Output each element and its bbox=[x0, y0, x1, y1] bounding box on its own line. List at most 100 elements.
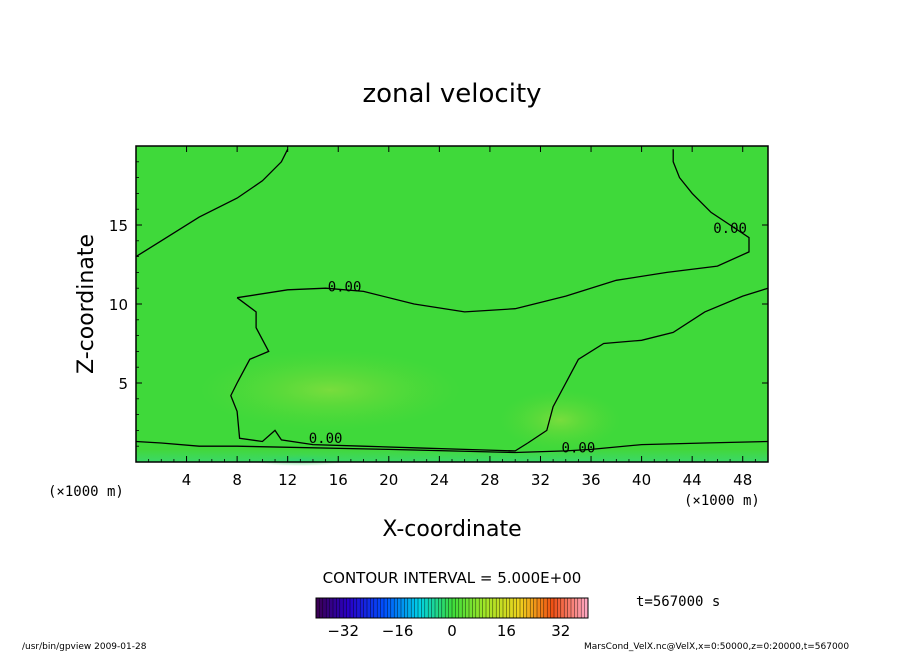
colorbar-cell bbox=[523, 598, 528, 618]
x-units-left: (×1000 m) bbox=[48, 484, 124, 500]
colorbar-cell bbox=[360, 598, 364, 618]
colorbar-cell bbox=[329, 598, 334, 618]
colorbar-cell bbox=[584, 598, 589, 618]
colorbar-cell bbox=[537, 598, 541, 618]
time-label: t=567000 s bbox=[636, 594, 720, 610]
colorbar-cell bbox=[445, 598, 449, 618]
colorbar-cell bbox=[387, 598, 392, 618]
colorbar-tick-label: −32 bbox=[327, 622, 359, 640]
colorbar-cell bbox=[509, 598, 514, 618]
colorbar-cell bbox=[486, 598, 490, 618]
colorbar-cell bbox=[431, 598, 436, 618]
colorbar-cell bbox=[356, 598, 361, 618]
colorbar-cell bbox=[346, 598, 351, 618]
colorbar-cell bbox=[326, 598, 330, 618]
footer-left: /usr/bin/gpview 2009-01-28 bbox=[22, 642, 147, 652]
colorbar-cell bbox=[533, 598, 538, 618]
x-tick-label: 44 bbox=[683, 471, 702, 489]
contour-label: 0.00 bbox=[328, 279, 362, 295]
x-tick-label: 28 bbox=[480, 471, 499, 489]
colorbar-cell bbox=[455, 598, 460, 618]
colorbar-cell bbox=[577, 598, 582, 618]
x-axis-label: X-coordinate bbox=[382, 517, 521, 542]
x-tick-label: 24 bbox=[430, 471, 449, 489]
y-tick-label: 15 bbox=[109, 217, 128, 235]
colorbar-cell bbox=[554, 598, 558, 618]
colorbar-frame bbox=[315, 597, 589, 619]
colorbar-cell bbox=[506, 598, 511, 618]
colorbar-cell bbox=[411, 598, 415, 618]
colorbar-cell bbox=[469, 598, 473, 618]
colorbar-cell bbox=[571, 598, 575, 618]
contour-label: 0.00 bbox=[713, 221, 747, 237]
chart-title: zonal velocity bbox=[362, 79, 541, 109]
x-tick-label: 16 bbox=[329, 471, 348, 489]
y-axis-label: Z-coordinate bbox=[74, 234, 99, 374]
colorbar-cell bbox=[322, 598, 327, 618]
y-tick-label: 10 bbox=[109, 296, 128, 314]
contour-line-bottom bbox=[135, 440, 769, 454]
x-tick-label: 40 bbox=[632, 471, 651, 489]
colorbar-cell bbox=[492, 598, 497, 618]
colorbar-cell bbox=[421, 598, 426, 618]
x-tick-label: 4 bbox=[182, 471, 192, 489]
colorbar bbox=[315, 597, 589, 619]
contour-label: 0.00 bbox=[309, 431, 343, 447]
x-tick-label: 20 bbox=[379, 471, 398, 489]
colorbar-cell bbox=[560, 598, 565, 618]
colorbar-cell bbox=[380, 598, 385, 618]
colorbar-cell bbox=[516, 598, 521, 618]
colorbar-cell bbox=[390, 598, 395, 618]
colorbar-cell bbox=[564, 598, 568, 618]
x-axis-ticks: 4 8 12 16 20 24 28 32 36 40 44 48 bbox=[148, 146, 756, 489]
colorbar-cell bbox=[397, 598, 402, 618]
colorbar-cell bbox=[343, 598, 347, 618]
colorbar-cell bbox=[479, 598, 483, 618]
colorbar-tick-label: 16 bbox=[497, 622, 516, 640]
colorbar-cell bbox=[435, 598, 439, 618]
colorbar-cell bbox=[424, 598, 429, 618]
footer-right: MarsCond_VelX.nc@VelX,x=0:50000,z=0:2000… bbox=[584, 642, 850, 652]
colorbar-tick-label: −16 bbox=[382, 622, 414, 640]
colorbar-cell bbox=[526, 598, 531, 618]
colorbar-cell bbox=[438, 598, 443, 618]
colorbar-cell bbox=[414, 598, 419, 618]
colorbar-cell bbox=[482, 598, 487, 618]
x-tick-label: 32 bbox=[531, 471, 550, 489]
colorbar-cell bbox=[448, 598, 453, 618]
colorbar-cell bbox=[503, 598, 507, 618]
x-tick-label: 36 bbox=[581, 471, 600, 489]
colorbar-cell bbox=[367, 598, 371, 618]
contour-label: 0.00 bbox=[562, 441, 596, 457]
colorbar-cell bbox=[530, 598, 534, 618]
contour-line-upper-left bbox=[135, 148, 289, 258]
colorbar-tick-label: 32 bbox=[551, 622, 570, 640]
colorbar-cell bbox=[373, 598, 378, 618]
zero-contour-lines bbox=[135, 148, 769, 454]
colorbar-cell bbox=[428, 598, 432, 618]
colorbar-cell bbox=[363, 598, 368, 618]
colorbar-cell bbox=[520, 598, 524, 618]
contour-interval-label: CONTOUR INTERVAL = 5.000E+00 bbox=[323, 569, 582, 587]
colorbar-cell bbox=[316, 598, 320, 618]
colorbar-cell bbox=[384, 598, 388, 618]
colorbar-cell bbox=[513, 598, 517, 618]
contour-line-upper-right bbox=[236, 149, 750, 313]
colorbar-cell bbox=[489, 598, 494, 618]
colorbar-cell bbox=[418, 598, 422, 618]
colorbar-cell bbox=[540, 598, 545, 618]
x-tick-label: 48 bbox=[733, 471, 752, 489]
x-tick-label: 8 bbox=[232, 471, 242, 489]
colorbar-cell bbox=[452, 598, 456, 618]
colorbar-cell bbox=[441, 598, 446, 618]
colorbar-cell bbox=[472, 598, 477, 618]
contour-labels: 0.00 0.00 0.00 0.00 bbox=[309, 221, 747, 457]
colorbar-cell bbox=[370, 598, 375, 618]
heatmap-field bbox=[136, 146, 768, 466]
y-tick-label: 5 bbox=[118, 375, 128, 393]
colorbar-cell bbox=[496, 598, 500, 618]
colorbar-cell bbox=[557, 598, 562, 618]
colorbar-cell bbox=[550, 598, 555, 618]
colorbar-cell bbox=[567, 598, 572, 618]
colorbar-cell bbox=[404, 598, 409, 618]
